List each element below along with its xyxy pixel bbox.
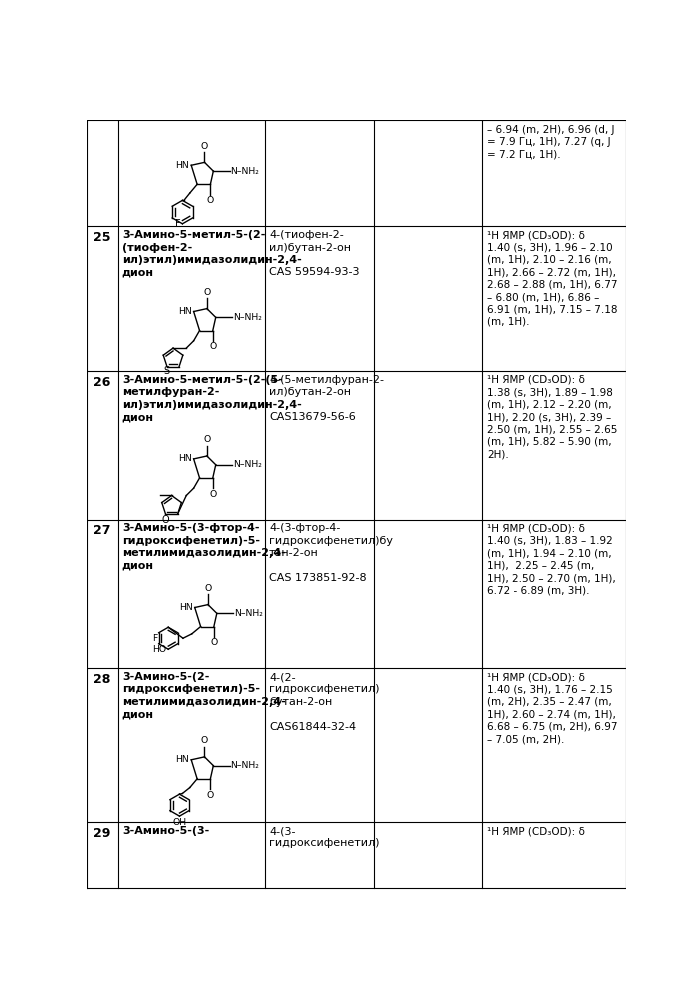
Text: 3-Амино-5-(3-: 3-Амино-5-(3- xyxy=(122,826,209,836)
Text: 28: 28 xyxy=(93,673,111,686)
Text: HN: HN xyxy=(177,454,191,463)
Text: ¹H ЯМР (CD₃OD): δ: ¹H ЯМР (CD₃OD): δ xyxy=(487,826,585,836)
Text: ¹H ЯМР (CD₃OD): δ
1.40 (s, 3H), 1.83 – 1.92
(m, 1H), 1.94 – 2.10 (m,
1H),  2.25 : ¹H ЯМР (CD₃OD): δ 1.40 (s, 3H), 1.83 – 1… xyxy=(487,523,616,595)
Text: O: O xyxy=(205,584,212,593)
Text: 29: 29 xyxy=(93,827,111,840)
Text: O: O xyxy=(203,435,210,444)
Text: 4-(2-
гидроксифенетил)
бутан-2-он

CAS61844-32-4: 4-(2- гидроксифенетил) бутан-2-он CAS618… xyxy=(269,672,379,732)
Text: ¹H ЯМР (CD₃OD): δ
1.38 (s, 3H), 1.89 – 1.98
(m, 1H), 2.12 – 2.20 (m,
1H), 2.20 (: ¹H ЯМР (CD₃OD): δ 1.38 (s, 3H), 1.89 – 1… xyxy=(487,375,617,459)
Text: 3-Амино-5-метил-5-(2-
(тиофен-2-
ил)этил)имидазолидин-2,4-
дион: 3-Амино-5-метил-5-(2- (тиофен-2- ил)этил… xyxy=(122,230,301,277)
Text: O: O xyxy=(209,490,216,499)
Text: 25: 25 xyxy=(93,231,111,244)
Text: 3-Амино-5-(3-фтор-4-
гидроксифенетил)-5-
метилимидазолидин-2,4-
дион: 3-Амино-5-(3-фтор-4- гидроксифенетил)-5-… xyxy=(122,523,285,571)
Text: O: O xyxy=(201,142,208,151)
Text: 4-(3-фтор-4-
гидроксифенетил)бу
тан-2-он

CAS 173851-92-8: 4-(3-фтор-4- гидроксифенетил)бу тан-2-он… xyxy=(269,523,393,583)
Text: 4-(3-
гидроксифенетил): 4-(3- гидроксифенетил) xyxy=(269,826,379,848)
Text: O: O xyxy=(201,736,208,745)
Text: O: O xyxy=(207,196,214,205)
Text: HN: HN xyxy=(179,603,193,612)
Text: O: O xyxy=(210,638,217,647)
Text: – 6.94 (m, 2H), 6.96 (d, J
= 7.9 Гц, 1H), 7.27 (q, J
= 7.2 Гц, 1H).: – 6.94 (m, 2H), 6.96 (d, J = 7.9 Гц, 1H)… xyxy=(487,125,615,159)
Text: F: F xyxy=(152,634,157,643)
Text: O: O xyxy=(209,342,216,351)
Text: 4-(5-метилфуран-2-
ил)бутан-2-он

CAS13679-56-6: 4-(5-метилфуран-2- ил)бутан-2-он CAS1367… xyxy=(269,375,384,422)
Text: O: O xyxy=(161,515,169,525)
Text: 3-Амино-5-метил-5-(2-(5-
метилфуран-2-
ил)этил)имидазолидин-2,4-
дион: 3-Амино-5-метил-5-(2-(5- метилфуран-2- и… xyxy=(122,375,301,422)
Text: HO: HO xyxy=(152,645,167,654)
Text: 3-Амино-5-(2-
гидроксифенетил)-5-
метилимидазолидин-2,4-
дион: 3-Амино-5-(2- гидроксифенетил)-5- метили… xyxy=(122,672,285,719)
Text: HN: HN xyxy=(175,161,189,170)
Text: O: O xyxy=(207,791,214,800)
Text: F: F xyxy=(175,219,181,229)
Text: ¹H ЯМР (CD₃OD): δ
1.40 (s, 3H), 1.76 – 2.15
(m, 2H), 2.35 – 2.47 (m,
1H), 2.60 –: ¹H ЯМР (CD₃OD): δ 1.40 (s, 3H), 1.76 – 2… xyxy=(487,672,617,744)
Text: N–NH₂: N–NH₂ xyxy=(234,609,262,618)
Text: O: O xyxy=(203,288,210,297)
Text: OH: OH xyxy=(173,818,187,827)
Text: 26: 26 xyxy=(93,376,111,389)
Text: HN: HN xyxy=(175,755,189,764)
Text: HN: HN xyxy=(177,307,191,316)
Text: N–NH₂: N–NH₂ xyxy=(230,761,259,770)
Text: N–NH₂: N–NH₂ xyxy=(230,167,259,176)
Text: N–NH₂: N–NH₂ xyxy=(232,460,262,469)
Text: N–NH₂: N–NH₂ xyxy=(232,313,262,322)
Text: ¹H ЯМР (CD₃OD): δ
1.40 (s, 3H), 1.96 – 2.10
(m, 1H), 2.10 – 2.16 (m,
1H), 2.66 –: ¹H ЯМР (CD₃OD): δ 1.40 (s, 3H), 1.96 – 2… xyxy=(487,230,617,327)
Text: 27: 27 xyxy=(93,524,111,537)
Text: 4-(тиофен-2-
ил)бутан-2-он

CAS 59594-93-3: 4-(тиофен-2- ил)бутан-2-он CAS 59594-93-… xyxy=(269,230,360,277)
Text: S: S xyxy=(163,366,169,376)
